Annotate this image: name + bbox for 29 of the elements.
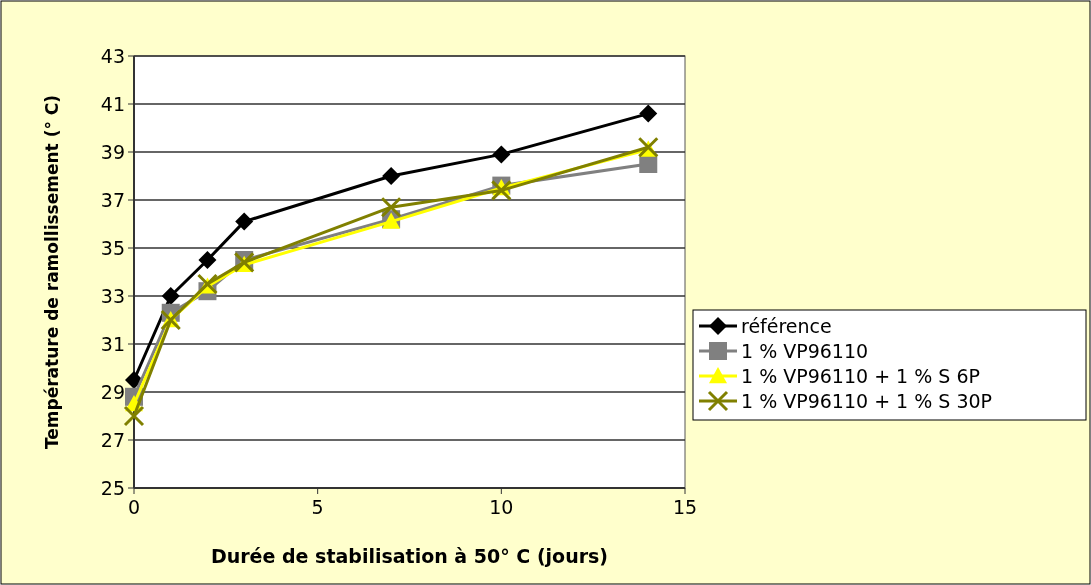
point [382, 167, 401, 185]
x-tick-label: 15 [672, 496, 698, 518]
x-axis-title: Durée de stabilisation à 50° C (jours) [210, 545, 609, 567]
y-tick-label: 31 [100, 332, 125, 355]
y-tick-label: 33 [100, 284, 125, 307]
y-axis-title: Température de ramollissement (° C) [42, 94, 62, 450]
y-tick-label: 27 [100, 428, 125, 451]
y-tick-label: 43 [100, 44, 125, 67]
legend-label: référence [741, 314, 832, 337]
y-tick-label: 25 [100, 476, 125, 499]
y-tick-label: 35 [100, 236, 125, 259]
point [198, 251, 217, 269]
x-tick-label: 5 [311, 496, 324, 518]
point [123, 405, 145, 427]
point [639, 104, 658, 123]
y-tick-label: 41 [100, 92, 125, 115]
point [161, 287, 180, 305]
point [492, 145, 511, 164]
legend-label: 1 % VP96110 + 1 % S 30P [741, 389, 993, 412]
x-tick-label: 0 [127, 496, 141, 518]
y-tick-label: 37 [100, 188, 125, 211]
legend-label: 1 % VP96110 [741, 339, 869, 362]
x-tick-label: 10 [489, 496, 514, 518]
y-tick-label: 29 [100, 380, 125, 403]
legend-label: 1 % VP96110 + 1 % S 6P [741, 364, 980, 387]
point [490, 179, 512, 201]
point [380, 196, 402, 218]
y-tick-label: 39 [100, 140, 125, 163]
point [235, 212, 254, 231]
